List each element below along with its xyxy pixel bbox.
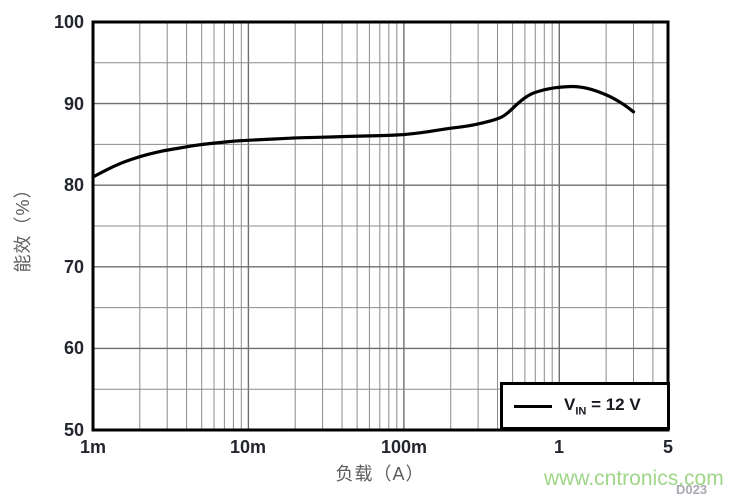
watermark-text: www.cntronics.com [544,467,724,490]
x-tick-label: 10m [229,437,267,457]
y-tick-label: 100 [53,12,84,32]
y-tick-label: 50 [63,420,84,440]
legend-entry-label: VIN = 12 V [564,394,641,418]
y-tick-label: 90 [63,94,84,114]
legend-box: VIN = 12 V [500,382,670,430]
figure-code-label: D023 [676,482,708,497]
x-tick-label: 1 [553,437,564,457]
y-axis-title: 能效（%） [13,179,33,273]
y-tick-label: 70 [63,257,84,277]
x-tick-label: 100m [380,437,428,457]
x-axis-title: 负载（A） [335,464,425,484]
x-tick-label: 1m [79,437,106,457]
legend-line-sample [514,404,552,408]
y-tick-label: 60 [63,338,84,358]
x-tick-label: 5 [662,437,673,457]
y-tick-label: 80 [63,175,84,195]
